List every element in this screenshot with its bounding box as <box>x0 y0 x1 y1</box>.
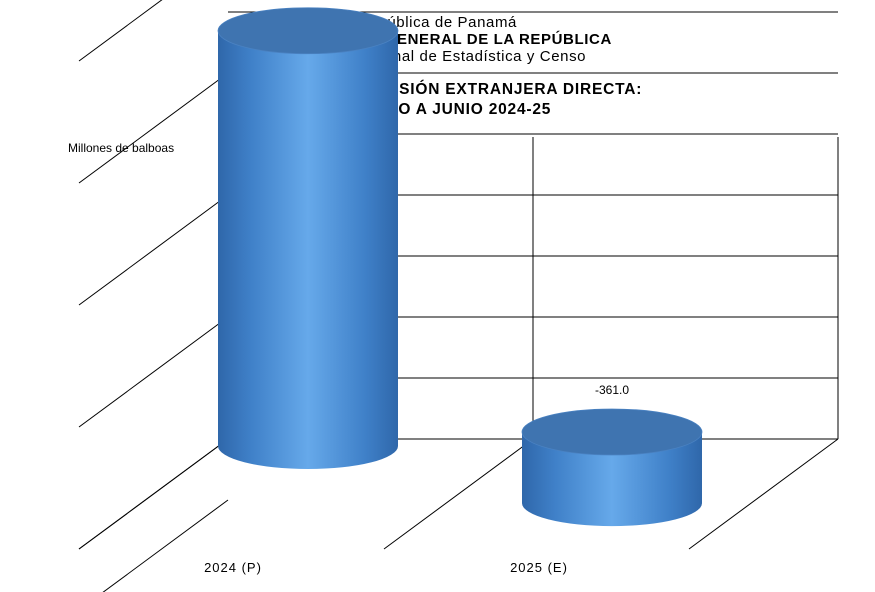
side-wall-line <box>78 316 229 428</box>
category-label: 2024 (P) <box>204 560 262 575</box>
bar-body <box>522 432 702 527</box>
plot-frame <box>78 0 839 592</box>
bar-top <box>217 7 399 55</box>
floor-divider <box>383 438 534 550</box>
bars <box>217 7 703 527</box>
side-wall-line <box>78 72 229 184</box>
bar-2 <box>521 408 703 527</box>
bar-1 <box>217 7 399 469</box>
institution-country: República de Panamá <box>358 14 517 31</box>
floor-right-edge <box>688 438 839 550</box>
bar-body <box>218 30 398 469</box>
bar-top <box>521 408 703 456</box>
labels: Millones de balboas 1,701.82024 (P)-361.… <box>68 141 629 575</box>
side-wall-line <box>78 438 229 550</box>
data-label: -361.0 <box>595 383 629 397</box>
side-wall-line <box>102 499 229 592</box>
side-wall-line <box>78 0 163 62</box>
category-label: 2025 (E) <box>510 560 568 575</box>
side-wall-line <box>78 194 229 306</box>
y-axis-label: Millones de balboas <box>68 141 174 155</box>
